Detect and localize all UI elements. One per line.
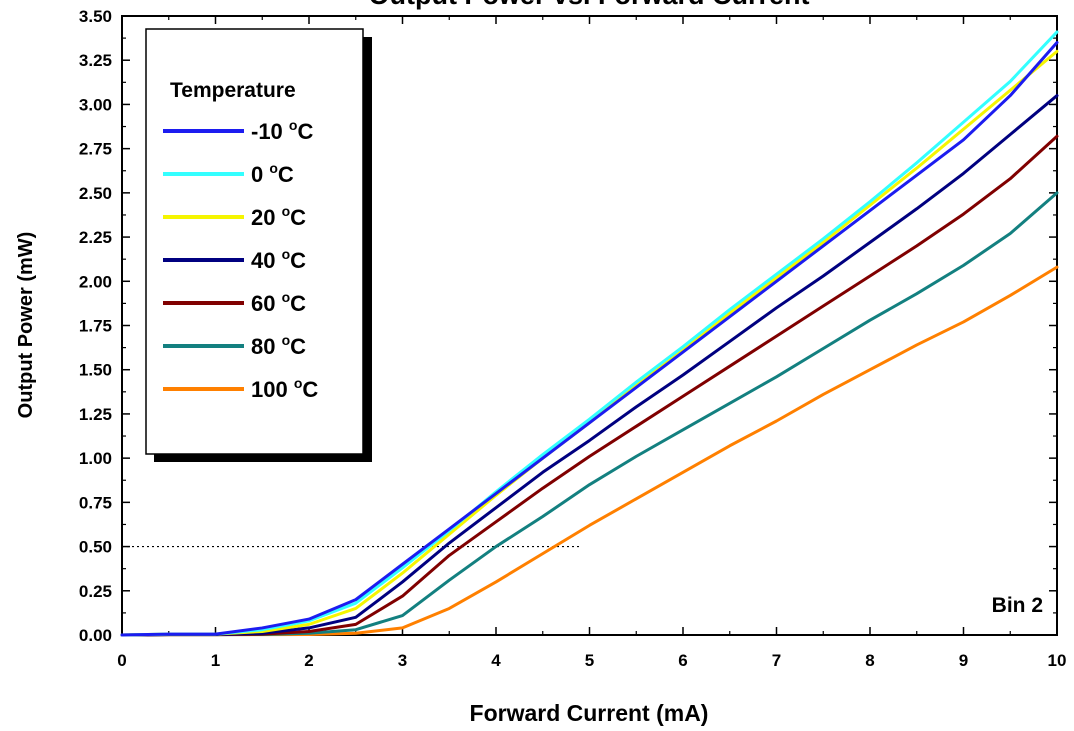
y-tick-label: 1.25 <box>79 405 112 424</box>
plot-area <box>120 30 1059 637</box>
legend-label: 40 oC <box>251 246 306 273</box>
y-tick-label: 1.00 <box>79 449 112 468</box>
legend-label: 100 oC <box>251 375 318 402</box>
y-tick-label: 3.25 <box>79 51 112 70</box>
x-tick-label: 2 <box>304 651 313 670</box>
x-axis-label: Forward Current (mA) <box>470 700 709 726</box>
x-tick-label: 9 <box>959 651 968 670</box>
y-tick-label: 2.25 <box>79 228 112 247</box>
chart-title: Output Power vs. Forward Current <box>368 0 809 10</box>
x-tick-label: 6 <box>678 651 687 670</box>
legend-label: -10 oC <box>251 117 313 144</box>
y-tick-label: 0.00 <box>79 626 112 645</box>
y-tick-label: 0.25 <box>79 582 112 601</box>
legend-label: 80 oC <box>251 332 306 359</box>
x-tick-label: 0 <box>117 651 126 670</box>
legend-items: -10 oC 0 oC 20 oC 40 oC 60 oC 80 oC 100 oC <box>163 117 318 402</box>
x-tick-label: 4 <box>491 651 501 670</box>
x-tick-label: 5 <box>585 651 594 670</box>
bin-annotation: Bin 2 <box>992 594 1043 617</box>
x-tick-label: 7 <box>772 651 781 670</box>
x-tick-label: 8 <box>865 651 874 670</box>
series-line-0 <box>120 30 1059 637</box>
y-tick-label: 1.50 <box>79 361 112 380</box>
series-line-60 <box>120 134 1059 637</box>
legend-title: Temperature <box>170 79 296 102</box>
y-axis-label: Output Power (mW) <box>15 232 37 419</box>
legend-label: 20 oC <box>251 203 306 230</box>
axes: 0 1 2 3 4 5 6 7 8 9 10 0.00 0.25 0.50 0.75 1.00 1.25 1.50… <box>79 7 1067 670</box>
x-tick-label: 3 <box>398 651 407 670</box>
legend: Temperature -10 oC 0 oC 20 oC 40 oC 60 oC 80 … <box>145 28 372 462</box>
y-tick-label: 3.50 <box>79 7 112 26</box>
y-tick-label: 2.50 <box>79 184 112 203</box>
x-tick-label: 1 <box>211 651 220 670</box>
series-line-minus10 <box>120 41 1059 637</box>
y-tick-label: 0.75 <box>79 493 112 512</box>
legend-label: 0 oC <box>251 160 294 187</box>
y-tick-label: 3.00 <box>79 95 112 114</box>
y-tick-label: 2.75 <box>79 140 112 159</box>
series-line-40 <box>120 94 1059 637</box>
legend-label: 60 oC <box>251 289 306 316</box>
x-tick-label: 10 <box>1048 651 1067 670</box>
legend-box <box>145 28 364 455</box>
y-tick-label: 0.50 <box>79 538 112 557</box>
y-tick-label: 2.00 <box>79 272 112 291</box>
y-tick-label: 1.75 <box>79 317 112 336</box>
